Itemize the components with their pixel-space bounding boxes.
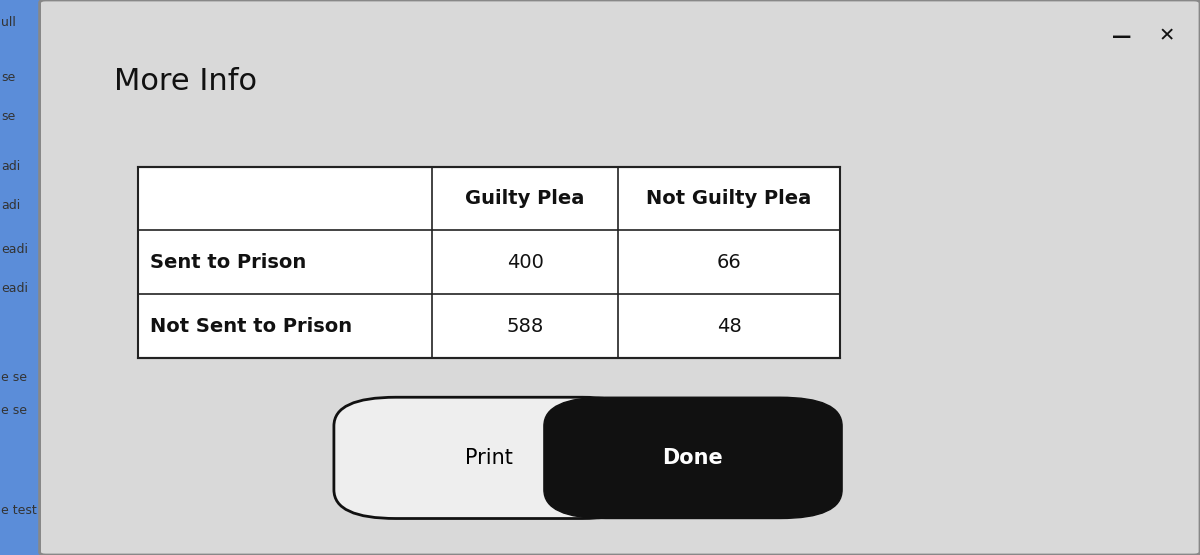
Text: 66: 66 [716, 253, 742, 272]
Text: Not Sent to Prison: Not Sent to Prison [150, 316, 352, 336]
Text: 588: 588 [506, 316, 544, 336]
Text: Sent to Prison: Sent to Prison [150, 253, 306, 272]
Text: eadi: eadi [1, 243, 29, 256]
Text: adi: adi [1, 160, 20, 173]
Bar [138, 166, 840, 358]
FancyBboxPatch shape [40, 0, 1200, 555]
Text: 400: 400 [506, 253, 544, 272]
Text: e se: e se [1, 404, 28, 417]
Text: —: — [1112, 27, 1132, 46]
Text: e test: e test [1, 504, 37, 517]
Text: eadi: eadi [1, 282, 29, 295]
Text: adi: adi [1, 199, 20, 212]
Text: e se: e se [1, 371, 28, 384]
Bar [0, 0, 46, 555]
Text: Done: Done [662, 448, 724, 468]
FancyBboxPatch shape [544, 397, 842, 518]
Text: 48: 48 [716, 316, 742, 336]
Text: Guilty Plea: Guilty Plea [466, 189, 584, 208]
Text: ull: ull [1, 16, 16, 29]
Text: se: se [1, 71, 16, 84]
Text: se: se [1, 110, 16, 123]
Text: Not Guilty Plea: Not Guilty Plea [647, 189, 811, 208]
FancyBboxPatch shape [334, 397, 644, 518]
Text: More Info: More Info [114, 67, 257, 95]
Text: ✕: ✕ [1158, 27, 1175, 46]
Text: Print: Print [466, 448, 512, 468]
